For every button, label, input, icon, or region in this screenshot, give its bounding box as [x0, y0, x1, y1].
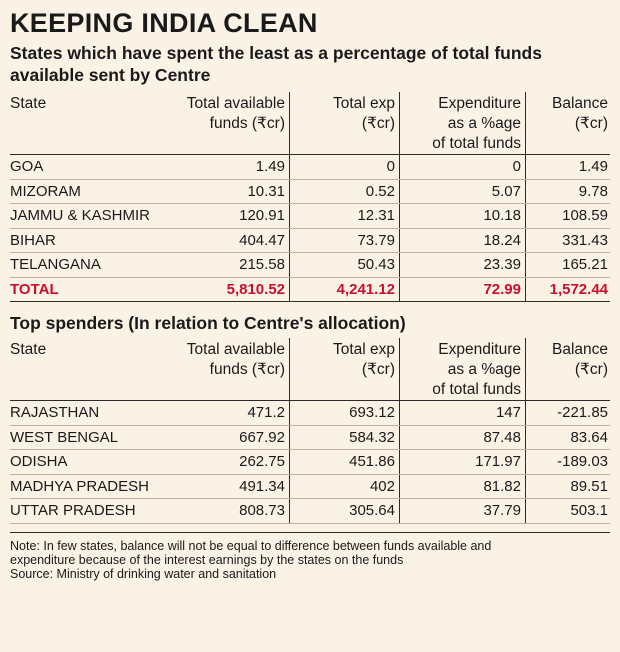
header-balance: Balance (₹cr) [551, 95, 608, 132]
cell-pct: 87.48 [400, 425, 526, 449]
table-row: ODISHA 262.75 451.86 171.97 -189.03 [10, 450, 610, 475]
divider [10, 531, 610, 533]
total-row: TOTAL 5,810.52 4,241.12 72.99 1,572.44 [10, 277, 610, 301]
header-state: State [10, 95, 47, 112]
table-row: TELANGANA 215.58 50.43 23.39 165.21 [10, 253, 610, 278]
header-funds: Total available funds (₹cr) [160, 338, 290, 400]
page-title: KEEPING INDIA CLEAN [10, 8, 318, 38]
cell-balance: 165.21 [562, 256, 608, 273]
cell-exp: 0.52 [290, 179, 400, 203]
note-line: expenditure because of the interest earn… [10, 552, 404, 567]
cell-balance: 9.78 [578, 182, 608, 200]
cell-exp: 305.64 [290, 499, 400, 523]
cell-pct: 171.97 [400, 450, 526, 474]
cell-balance: 89.51 [570, 477, 608, 495]
note: Note: In few states, balance will not be… [10, 539, 610, 581]
cell-balance: 108.59 [562, 207, 608, 224]
cell-funds: 262.75 [160, 450, 290, 474]
cell-exp: 402 [290, 474, 400, 498]
cell-exp: 12.31 [290, 204, 400, 228]
cell-funds: 10.31 [160, 179, 290, 203]
table-row: UTTAR PRADESH 808.73 305.64 37.79 503.1 [10, 499, 610, 524]
header-state: State [10, 341, 47, 358]
cell-exp: 0 [290, 155, 400, 179]
cell-balance: 1,572.44 [549, 280, 608, 298]
cell-exp: 4,241.12 [290, 277, 400, 301]
cell-pct: 72.99 [400, 277, 526, 301]
cell-pct: 147 [400, 401, 526, 425]
cell-exp: 451.86 [290, 450, 400, 474]
cell-state: RAJASTHAN [10, 404, 100, 421]
cell-funds: 215.58 [160, 253, 290, 277]
table-row: RAJASTHAN 471.2 693.12 147 -221.85 [10, 401, 610, 426]
table2-header: State Total available funds (₹cr) Total e… [10, 338, 610, 401]
cell-exp: 50.43 [290, 253, 400, 277]
source-line: Source: Ministry of drinking water and s… [10, 566, 277, 581]
header-pct: Expenditure as a %age of total funds [400, 338, 526, 400]
cell-state: TOTAL [10, 280, 59, 298]
cell-pct: 18.24 [400, 228, 526, 252]
cell-funds: 471.2 [160, 401, 290, 425]
cell-funds: 667.92 [160, 425, 290, 449]
cell-state: MADHYA PRADESH [10, 477, 149, 495]
cell-pct: 23.39 [400, 253, 526, 277]
cell-pct: 10.18 [400, 204, 526, 228]
divider [10, 301, 610, 302]
table-row: WEST BENGAL 667.92 584.32 87.48 83.64 [10, 425, 610, 450]
header-funds: Total available funds (₹cr) [160, 92, 290, 154]
cell-funds: 120.91 [160, 204, 290, 228]
cell-exp: 693.12 [290, 401, 400, 425]
table-row: MADHYA PRADESH 491.34 402 81.82 89.51 [10, 474, 610, 499]
cell-state: JAMMU & KASHMIR [10, 207, 151, 224]
cell-balance: -221.85 [557, 404, 608, 421]
cell-state: ODISHA [10, 453, 68, 470]
cell-exp: 584.32 [290, 425, 400, 449]
table-row: JAMMU & KASHMIR 120.91 12.31 10.18 108.59 [10, 204, 610, 229]
table-row: BIHAR 404.47 73.79 18.24 331.43 [10, 228, 610, 253]
header-exp: Total exp (₹cr) [290, 92, 400, 154]
cell-funds: 1.49 [160, 155, 290, 179]
cell-balance: -189.03 [557, 453, 608, 470]
note-line: Note: In few states, balance will not be… [10, 538, 492, 553]
cell-state: GOA [10, 158, 44, 175]
table1-header: State Total available funds (₹cr) Total e… [10, 92, 610, 155]
table-row: GOA 1.49 0 0 1.49 [10, 155, 610, 180]
cell-pct: 5.07 [400, 179, 526, 203]
table-row: MIZORAM 10.31 0.52 5.07 9.78 [10, 179, 610, 204]
cell-balance: 331.43 [562, 231, 608, 249]
table1-subtitle: States which have spent the least as a p… [10, 43, 542, 85]
table1: State Total available funds (₹cr) Total e… [10, 92, 610, 302]
cell-funds: 808.73 [160, 499, 290, 523]
cell-funds: 491.34 [160, 474, 290, 498]
cell-pct: 37.79 [400, 499, 526, 523]
table2-body: RAJASTHAN 471.2 693.12 147 -221.85 WEST BENGA… [10, 401, 610, 524]
cell-balance: 1.49 [578, 158, 608, 175]
header-exp: Total exp (₹cr) [290, 338, 400, 400]
cell-state: MIZORAM [10, 182, 81, 200]
cell-balance: 83.64 [570, 428, 608, 446]
cell-funds: 5,810.52 [160, 277, 290, 301]
cell-state: WEST BENGAL [10, 428, 119, 446]
header-balance: Balance (₹cr) [551, 341, 608, 378]
cell-balance: 503.1 [570, 502, 608, 519]
cell-state: BIHAR [10, 231, 56, 249]
cell-exp: 73.79 [290, 228, 400, 252]
cell-state: TELANGANA [10, 256, 101, 273]
table1-body: GOA 1.49 0 0 1.49 MIZORAM 10.31 0.52 5.07 9.78 JAM… [10, 155, 610, 301]
cell-pct: 81.82 [400, 474, 526, 498]
table2-title: Top spenders (In relation to Centre's al… [10, 313, 406, 333]
header-pct: Expenditure as a %age of total funds [400, 92, 526, 154]
cell-funds: 404.47 [160, 228, 290, 252]
cell-state: UTTAR PRADESH [10, 502, 136, 519]
cell-pct: 0 [400, 155, 526, 179]
table2: State Total available funds (₹cr) Total e… [10, 338, 610, 524]
